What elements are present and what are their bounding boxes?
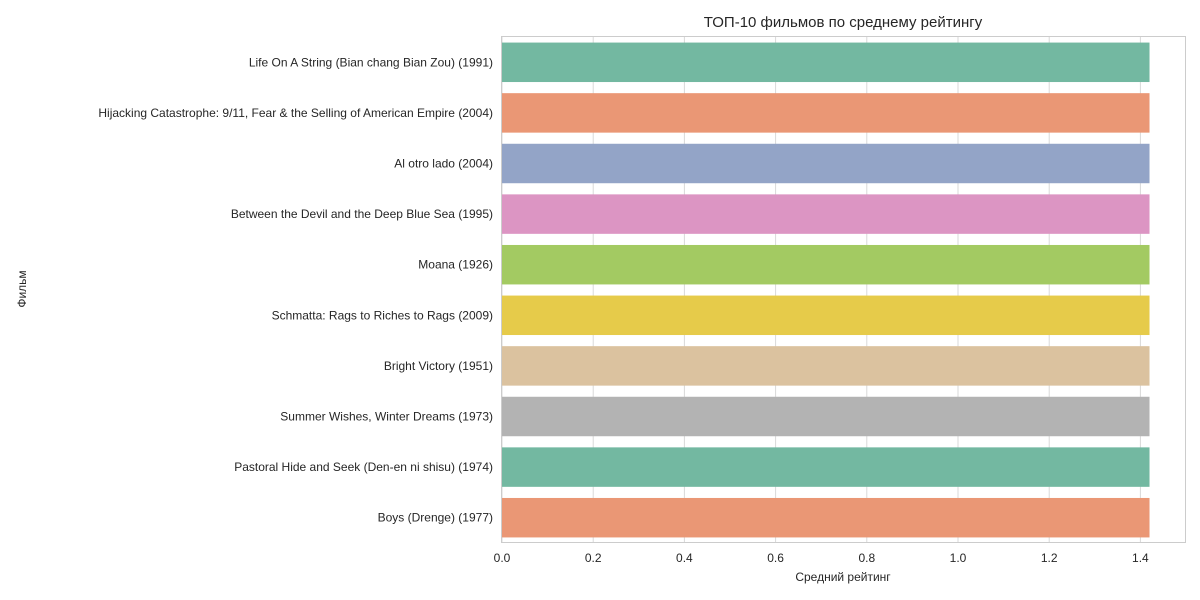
x-tick-label: 0.0 xyxy=(494,551,511,565)
plot-frame xyxy=(501,36,1186,543)
x-tick-label: 1.0 xyxy=(950,551,967,565)
x-tick-label: 0.4 xyxy=(676,551,693,565)
bar xyxy=(502,143,1150,184)
y-tick-label: Moana (1926) xyxy=(418,258,493,272)
bars xyxy=(502,42,1150,538)
x-tick-label: 0.2 xyxy=(585,551,602,565)
bar xyxy=(502,295,1150,336)
y-tick-label: Boys (Drenge) (1977) xyxy=(378,511,493,525)
bar xyxy=(502,396,1150,437)
y-tick-label: Between the Devil and the Deep Blue Sea … xyxy=(231,207,493,221)
x-tick-label: 0.6 xyxy=(767,551,784,565)
y-tick-labels: Life On A String (Bian chang Bian Zou) (… xyxy=(98,55,493,524)
y-tick-label: Life On A String (Bian chang Bian Zou) (… xyxy=(249,55,493,69)
bar xyxy=(502,194,1150,234)
y-tick-label: Hijacking Catastrophe: 9/11, Fear & the … xyxy=(98,106,493,120)
bar xyxy=(502,93,1150,133)
chart-title: ТОП-10 фильмов по среднему рейтингу xyxy=(704,14,983,31)
x-tick-labels: 0.0 0.2 0.4 0.6 0.8 1.0 1.2 1.4 xyxy=(494,551,1149,565)
y-tick-label: Pastoral Hide and Seek (Den-en ni shisu)… xyxy=(234,460,493,474)
x-axis-label: Средний рейтинг xyxy=(795,570,891,584)
x-tick-label: 0.8 xyxy=(858,551,875,565)
x-tick-label: 1.2 xyxy=(1041,551,1058,565)
y-tick-label: Bright Victory (1951) xyxy=(384,359,493,373)
x-tick-label: 1.4 xyxy=(1132,551,1149,565)
bar xyxy=(502,346,1150,386)
bar xyxy=(502,497,1150,538)
bar xyxy=(502,447,1150,487)
bar xyxy=(502,244,1150,285)
y-tick-label: Schmatta: Rags to Riches to Rags (2009) xyxy=(272,308,493,322)
y-tick-label: Summer Wishes, Winter Dreams (1973) xyxy=(280,410,493,424)
y-axis-label: Фильм xyxy=(15,270,29,307)
y-tick-label: Al otro lado (2004) xyxy=(394,157,493,171)
bar xyxy=(502,42,1150,83)
